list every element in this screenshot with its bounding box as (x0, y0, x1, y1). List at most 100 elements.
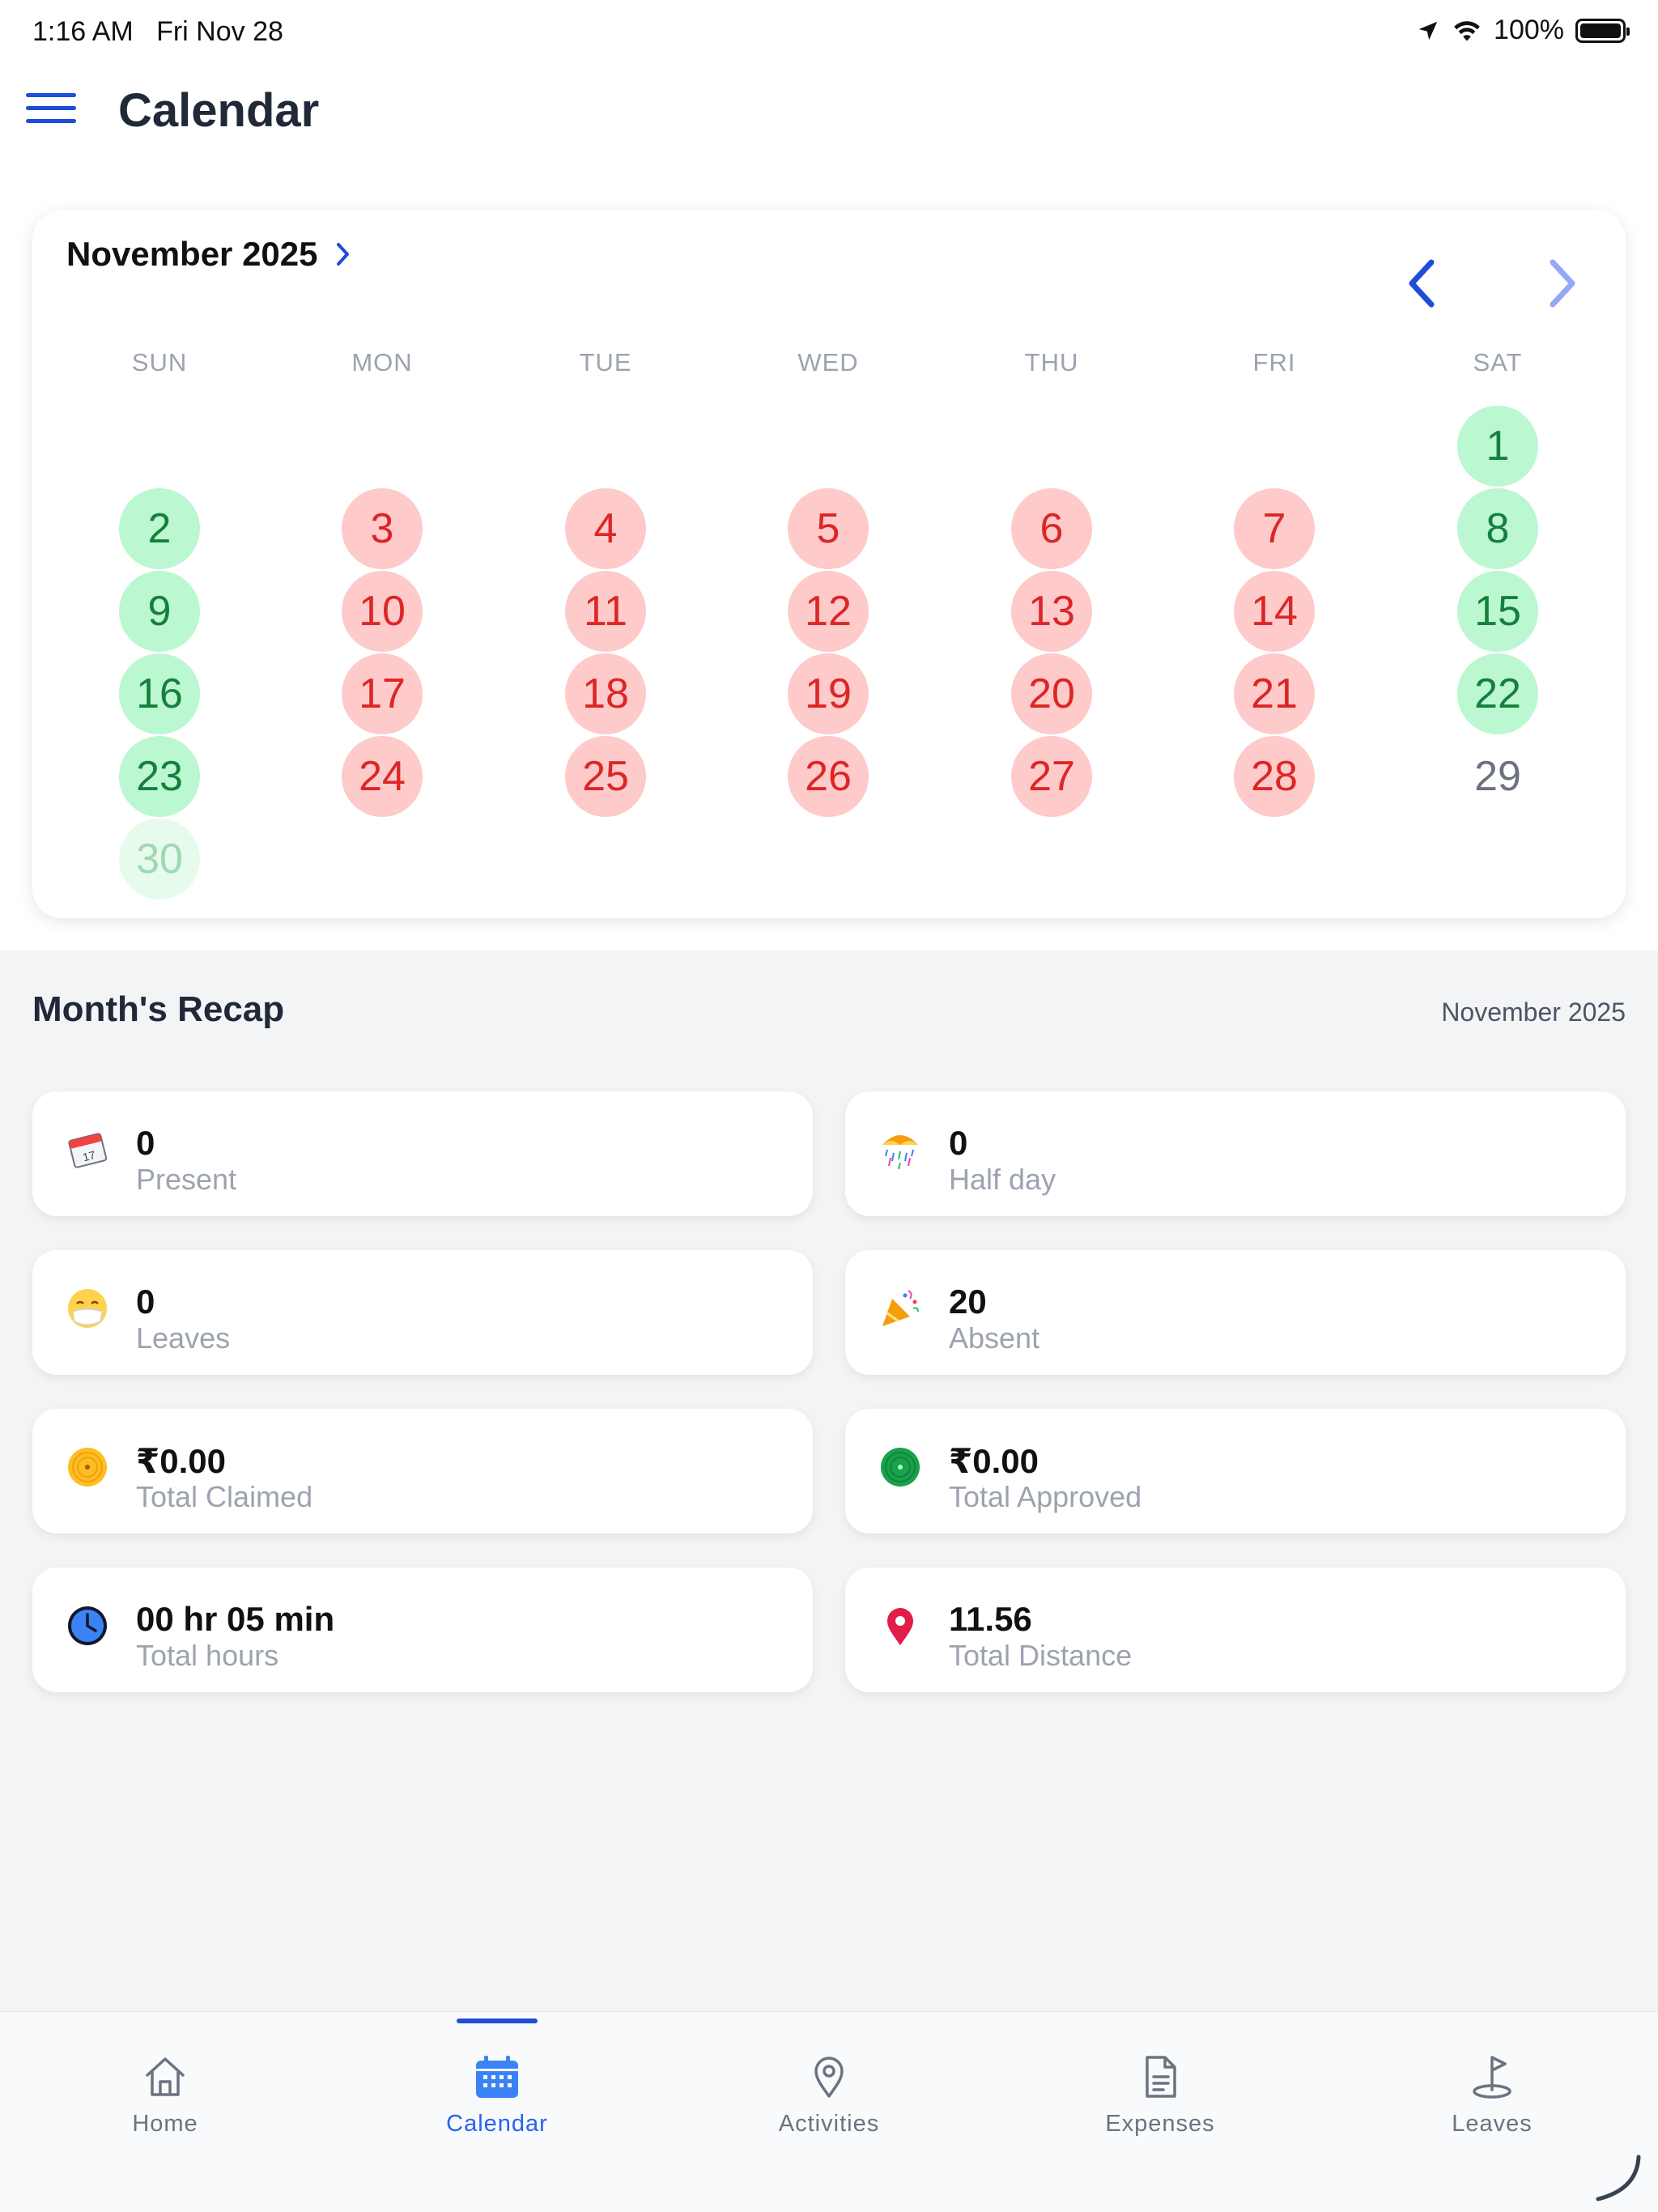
party-popper-icon (882, 1290, 919, 1326)
calendar-day[interactable]: 18 (565, 653, 646, 734)
calendar-day[interactable]: 19 (788, 653, 869, 734)
stat-label: Leaves (136, 1321, 231, 1355)
status-clock: 1:16 AM (32, 16, 134, 47)
calendar-day[interactable]: 26 (788, 736, 869, 817)
green-target-icon (881, 1448, 920, 1487)
stat-card-total-approved[interactable]: ₹0.00 Total Approved (845, 1409, 1626, 1534)
stat-value: 0 (136, 1283, 155, 1321)
calendar-day[interactable]: 11 (565, 571, 646, 652)
calendar-day[interactable]: 17 (342, 653, 423, 734)
calendar-day[interactable]: 9 (119, 571, 200, 652)
tab-leaves[interactable]: Leaves (1371, 2012, 1613, 2174)
hamburger-menu-icon[interactable] (26, 93, 76, 129)
stat-value: ₹0.00 (949, 1442, 1039, 1480)
weekday-mon: MON (351, 348, 413, 376)
stat-label: Absent (949, 1321, 1040, 1355)
stat-card-total-distance[interactable]: 11.56 Total Distance (845, 1568, 1626, 1692)
calendar-day[interactable]: 23 (119, 736, 200, 817)
calendar-day[interactable]: 4 (565, 488, 646, 569)
document-icon (1146, 2056, 1176, 2098)
stat-card-leaves[interactable]: 0 Leaves (32, 1250, 813, 1375)
calendar-day[interactable]: 3 (342, 488, 423, 569)
svg-text:17: 17 (81, 1148, 96, 1163)
stat-label: Present (136, 1163, 237, 1196)
calendar-day[interactable]: 10 (342, 571, 423, 652)
status-date: Fri Nov 28 (156, 16, 283, 47)
calendar-day[interactable]: 21 (1234, 653, 1315, 734)
calendar-day[interactable]: 25 (565, 736, 646, 817)
chevron-right-icon (336, 243, 349, 266)
stat-card-total-hours[interactable]: 00 hr 05 min Total hours (32, 1568, 813, 1692)
tab-label: Expenses (1105, 2111, 1215, 2137)
recap-title: Month's Recap (32, 989, 285, 1029)
active-tab-indicator (457, 2018, 538, 2023)
battery-icon (1575, 18, 1630, 43)
calendar-day[interactable]: 6 (1011, 488, 1092, 569)
next-month-button[interactable] (1537, 251, 1585, 316)
status-right: 100% (1416, 15, 1630, 46)
tab-expenses[interactable]: Expenses (1039, 2012, 1282, 2174)
calendar-day[interactable]: 15 (1457, 571, 1538, 652)
weekday-fri: FRI (1252, 348, 1296, 376)
tab-label: Leaves (1452, 2111, 1533, 2137)
tab-label: Calendar (446, 2111, 548, 2137)
weekday-sun: SUN (131, 348, 188, 376)
tab-home[interactable]: Home (44, 2012, 287, 2174)
calendar-day[interactable]: 29 (1474, 753, 1521, 800)
tab-calendar[interactable]: Calendar (376, 2012, 619, 2174)
calendar-day[interactable]: 30 (119, 819, 200, 900)
clock-icon (68, 1606, 107, 1645)
chevron-left-icon (1409, 259, 1435, 308)
weekday-thu: THU (1024, 348, 1079, 376)
calendar-day[interactable]: 20 (1011, 653, 1092, 734)
calendar-day[interactable]: 27 (1011, 736, 1092, 817)
tab-label: Activities (778, 2111, 880, 2137)
calendar-day[interactable]: 14 (1234, 571, 1315, 652)
stat-label: Half day (949, 1163, 1056, 1196)
calendar-icon (476, 2056, 518, 2098)
umbrella-rain-icon (882, 1135, 918, 1170)
bottom-nav: Home Calendar Activities Expenses (0, 2011, 1658, 2212)
stat-card-present[interactable]: 17 0 Present (32, 1091, 813, 1216)
yellow-target-icon (68, 1448, 107, 1487)
tab-label: Home (132, 2111, 198, 2137)
stat-label: Total Distance (949, 1639, 1133, 1672)
battery-percent: 100% (1494, 15, 1564, 45)
calendar-day[interactable]: 28 (1234, 736, 1315, 817)
location-pin-icon (887, 1608, 913, 1645)
stat-value: 0 (136, 1124, 155, 1162)
stat-label: Total Claimed (136, 1480, 313, 1513)
location-arrow-icon (1418, 21, 1438, 40)
calendar-day[interactable]: 5 (788, 488, 869, 569)
tab-activities[interactable]: Activities (708, 2012, 950, 2174)
stat-label: Total hours (136, 1639, 279, 1672)
previous-month-button[interactable] (1399, 251, 1448, 316)
calendar-day[interactable]: 22 (1457, 653, 1538, 734)
wifi-icon (1454, 20, 1480, 41)
weekday-sat: SAT (1473, 348, 1523, 376)
calendar-day[interactable]: 2 (119, 488, 200, 569)
mask-face-icon (68, 1289, 107, 1328)
location-pin-icon (814, 2057, 844, 2098)
page-title: Calendar (118, 84, 320, 137)
status-time: 1:16 AM Fri Nov 28 (32, 16, 283, 48)
month-selector[interactable]: November 2025 (66, 235, 352, 274)
calendar-day[interactable]: 16 (119, 653, 200, 734)
stat-card-half-day[interactable]: 0 Half day (845, 1091, 1626, 1216)
calendar-day[interactable]: 7 (1234, 488, 1315, 569)
golf-flag-icon (1473, 2056, 1511, 2099)
calendar-day[interactable]: 24 (342, 736, 423, 817)
stat-value: 11.56 (949, 1600, 1032, 1638)
stat-card-total-claimed[interactable]: ₹0.00 Total Claimed (32, 1409, 813, 1534)
home-icon (146, 2057, 185, 2096)
calendar-day[interactable]: 1 (1457, 406, 1538, 487)
stat-value: ₹0.00 (136, 1442, 226, 1480)
calendar-day[interactable]: 13 (1011, 571, 1092, 652)
month-label: November 2025 (66, 235, 318, 273)
stat-card-absent[interactable]: 20 Absent (845, 1250, 1626, 1375)
calendar-day[interactable]: 12 (788, 571, 869, 652)
weekday-wed: WED (797, 348, 859, 376)
stat-value: 0 (949, 1124, 968, 1162)
calendar-day[interactable]: 8 (1457, 488, 1538, 569)
stat-value: 20 (949, 1283, 987, 1321)
